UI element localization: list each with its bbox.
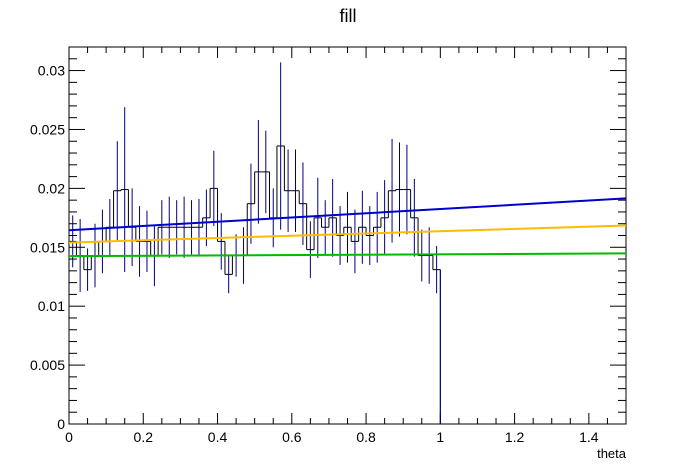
chart-title: fill [340, 6, 357, 26]
y-axis: 0 0.005 0.01 0.015 0.02 0.025 0.03 [30, 46, 626, 432]
fit-line-2 [68, 224, 627, 244]
fit-line-3 [68, 252, 627, 258]
y-tick-label: 0 [57, 416, 65, 432]
x-tick-label: 0.6 [282, 429, 302, 445]
x-tick-label: 0.8 [356, 429, 376, 445]
x-tick-label: 0.2 [134, 429, 154, 445]
y-tick-label: 0.005 [30, 357, 65, 373]
x-axis: 0 0.2 0.4 0.6 0.8 1 1.2 1.4 [65, 47, 627, 445]
x-tick-label: 1.2 [505, 429, 525, 445]
x-tick-label: 1 [436, 429, 444, 445]
y-tick-label: 0.025 [30, 121, 65, 137]
x-tick-label: 0.4 [208, 429, 228, 445]
y-tick-label: 0.015 [30, 239, 65, 255]
y-tick-label: 0.01 [38, 298, 65, 314]
fit-lines [68, 197, 627, 258]
x-tick-label: 1.4 [579, 429, 599, 445]
x-tick-label: 0 [65, 429, 73, 445]
y-tick-label: 0.03 [38, 63, 65, 79]
y-tick-label: 0.02 [38, 180, 65, 196]
x-axis-title: theta [597, 446, 627, 461]
fit-line-1 [68, 197, 627, 232]
